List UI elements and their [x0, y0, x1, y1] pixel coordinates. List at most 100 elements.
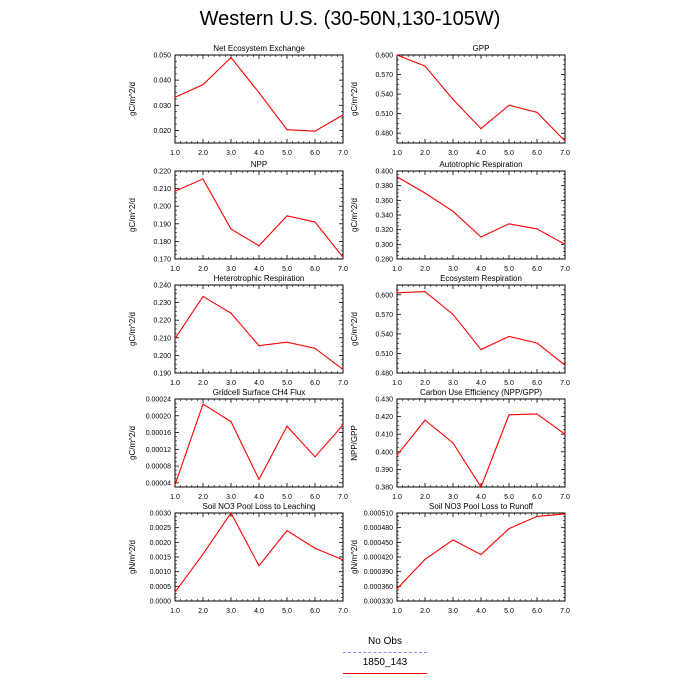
data-point: [508, 414, 510, 416]
data-point: [452, 539, 454, 541]
x-tick-label: 7.0: [338, 494, 348, 501]
chart-title: Net Ecosystem Exchange: [213, 44, 305, 53]
data-point: [396, 454, 398, 456]
y-axis-label: gC/m^2/d: [350, 82, 359, 116]
data-point: [564, 433, 566, 435]
data-point: [480, 236, 482, 238]
y-tick-label: 0.000360: [364, 584, 393, 591]
y-tick-label: 0.00012: [146, 447, 171, 454]
data-point: [258, 565, 260, 567]
data-point: [424, 192, 426, 194]
data-point: [174, 484, 176, 486]
y-axis-label: gC/m^2/d: [128, 198, 137, 232]
plot-frame: [396, 398, 566, 488]
y-tick-label: 0.00020: [146, 413, 171, 420]
data-point: [314, 221, 316, 223]
x-tick-label: 3.0: [448, 380, 458, 387]
legend-line-1850-143: [343, 673, 427, 674]
x-tick-label: 4.0: [254, 150, 264, 157]
y-tick-label: 0.380: [375, 183, 393, 190]
y-tick-label: 0.040: [153, 78, 171, 85]
data-point: [508, 335, 510, 338]
x-tick-label: 6.0: [532, 608, 542, 615]
chart-panel-9: Soil NO3 Pool Loss to Runoff 1.0 2.0 3.0 4.0…: [350, 502, 570, 615]
x-tick-label: 6.0: [310, 608, 320, 615]
y-tick-label: 0.000330: [364, 599, 393, 606]
x-tick-label: 7.0: [560, 608, 570, 615]
chart-title: Carbon Use Efficiency (NPP/GPP): [420, 388, 542, 397]
x-tick-label: 4.0: [476, 494, 486, 501]
data-point: [342, 424, 344, 426]
data-point: [396, 292, 398, 294]
series-line-0: [396, 290, 566, 366]
x-tick-label: 5.0: [282, 494, 292, 501]
y-axis-label: gN/m^2/d: [350, 540, 359, 574]
x-tick-label: 2.0: [420, 494, 430, 501]
data-point: [314, 130, 316, 132]
x-tick-label: 4.0: [254, 494, 264, 501]
x-tick-label: 2.0: [198, 150, 208, 157]
x-tick-label: 7.0: [338, 380, 348, 387]
data-point: [536, 515, 538, 518]
series-line-0: [396, 513, 566, 590]
chart-panel-2: NPP 1.0 2.0 3.0 4.0 5.0 6.0 7.0 0.170 0.180 0.190 0…: [128, 160, 348, 273]
y-tick-label: 0.00024: [146, 397, 171, 404]
data-point: [258, 92, 260, 94]
x-tick-label: 1.0: [170, 380, 180, 387]
data-point: [342, 368, 344, 371]
y-axis-label: gC/m^2/d: [350, 312, 359, 346]
x-tick-label: 2.0: [420, 150, 430, 157]
data-point: [314, 547, 316, 549]
data-point: [396, 588, 398, 590]
y-tick-label: 0.360: [375, 198, 393, 205]
y-tick-label: 0.420: [375, 414, 393, 421]
x-tick-label: 1.0: [170, 494, 180, 501]
x-tick-label: 5.0: [504, 608, 514, 615]
y-tick-label: 0.000420: [364, 555, 393, 562]
x-tick-label: 5.0: [504, 380, 514, 387]
x-tick-label: 6.0: [532, 380, 542, 387]
legend-label-1850-143: 1850_143: [362, 657, 408, 668]
x-tick-label: 4.0: [254, 266, 264, 273]
plot-frame: [396, 512, 566, 602]
x-tick-label: 3.0: [226, 266, 236, 273]
data-point: [536, 413, 538, 415]
x-tick-label: 6.0: [310, 266, 320, 273]
x-tick-label: 1.0: [392, 150, 402, 157]
x-tick-label: 2.0: [420, 608, 430, 615]
series-line-0: [396, 413, 566, 489]
chart-title: Heterotrophic Respiration: [214, 274, 305, 283]
x-tick-label: 4.0: [476, 266, 486, 273]
x-tick-label: 5.0: [504, 494, 514, 501]
y-tick-label: 0.200: [153, 353, 171, 360]
y-tick-label: 0.300: [375, 242, 393, 249]
y-axis-label: gC/m^2/d: [128, 82, 137, 116]
chart-title: NPP: [251, 160, 267, 169]
x-tick-label: 7.0: [560, 494, 570, 501]
x-tick-label: 6.0: [310, 380, 320, 387]
chart-panel-5: Ecosystem Respiration 1.0 2.0 3.0 4.0 5.0 6.0 7…: [350, 274, 570, 387]
data-point: [508, 104, 510, 106]
data-point: [452, 442, 454, 444]
y-tick-label: 0.220: [153, 318, 171, 325]
data-point: [230, 421, 232, 423]
y-tick-label: 0.00008: [146, 464, 171, 471]
y-tick-label: 0.0010: [150, 569, 172, 576]
data-point: [508, 528, 510, 530]
y-tick-label: 0.380: [375, 485, 393, 492]
y-axis-label: gN/m^2/d: [128, 540, 137, 574]
data-point: [230, 228, 232, 230]
x-tick-label: 6.0: [532, 266, 542, 273]
chart-title: GPP: [473, 44, 490, 53]
y-tick-label: 0.000480: [364, 525, 393, 532]
y-tick-label: 0.400: [375, 449, 393, 456]
y-tick-label: 0.390: [375, 467, 393, 474]
data-point: [424, 290, 426, 293]
data-point: [314, 456, 316, 458]
x-tick-label: 5.0: [282, 380, 292, 387]
y-tick-label: 0.180: [153, 239, 171, 246]
series-line-0: [174, 403, 344, 486]
page-title: Western U.S. (30-50N,130-105W): [199, 8, 501, 30]
y-tick-label: 0.190: [153, 371, 171, 378]
x-tick-label: 7.0: [338, 266, 348, 273]
